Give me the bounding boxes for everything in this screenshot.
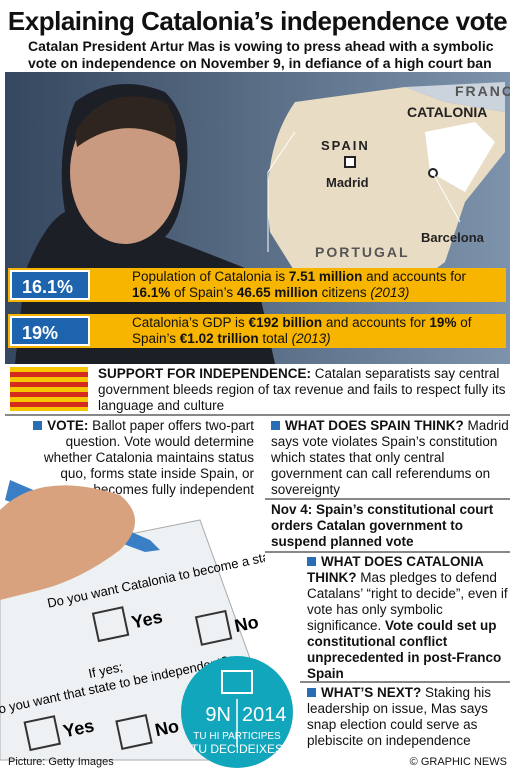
- divider: [265, 551, 510, 553]
- text: citizens: [317, 285, 371, 300]
- logo-year: 2014: [242, 704, 287, 726]
- face: [70, 100, 180, 244]
- copyright: © GRAPHIC NEWS: [409, 756, 507, 768]
- text: 7.51 million: [288, 269, 363, 284]
- france: [405, 82, 505, 112]
- stat-gdp: 19% Catalonia’s GDP is €192 billion and …: [8, 314, 506, 348]
- text: total: [258, 331, 292, 346]
- heading: WHAT’S NEXT?: [321, 685, 422, 700]
- catalonia-region: [425, 122, 495, 192]
- question-2-intro: If yes;: [87, 659, 124, 681]
- text: and accounts for: [362, 269, 466, 284]
- heading: VOTE:: [47, 418, 89, 433]
- divider: [265, 498, 510, 500]
- vote-logo: 9N 2014 TU HI PARTICIPES TU DECIDEIXES: [181, 656, 293, 768]
- option-no: No: [233, 612, 261, 637]
- nov4: Nov 4: Spain’s constitutional court orde…: [271, 502, 494, 549]
- label-barcelona: Barcelona: [421, 230, 485, 245]
- option-no: No: [153, 716, 181, 741]
- heading: SUPPORT FOR INDEPENDENCE:: [98, 366, 312, 381]
- text: 19%: [429, 315, 457, 330]
- hair: [75, 96, 177, 147]
- subtitle: Catalan President Artur Mas is vowing to…: [28, 38, 494, 71]
- label-france: FRANCE: [455, 83, 510, 99]
- leader: [432, 172, 461, 223]
- text: Staking his leadership on issue, Mas say…: [307, 685, 492, 748]
- text: and accounts for: [322, 315, 430, 330]
- catalonia-view: WHAT DOES CATALONIA THINK? Mas pledges t…: [307, 554, 509, 682]
- catalan-flag: [10, 367, 88, 411]
- title: Explaining Catalonia’s independence vote: [7, 6, 508, 36]
- text: (2013): [370, 285, 410, 300]
- spain-view: WHAT DOES SPAIN THINK? Madrid says vote …: [271, 418, 509, 498]
- text: Vote could set up constitutional conflic…: [307, 618, 502, 681]
- map-frame: [267, 131, 296, 252]
- divider: [300, 681, 510, 683]
- text: 16.1%: [132, 285, 171, 300]
- label-catalonia: CATALONIA: [407, 104, 487, 120]
- label-spain: SPAIN: [321, 138, 370, 153]
- checkbox: [23, 715, 62, 752]
- checkbox: [194, 609, 233, 646]
- text: Catalonia’s GDP is: [132, 315, 249, 330]
- text: Madrid says vote violates Spain’s consti…: [271, 418, 509, 497]
- text: of Spain’s: [170, 285, 237, 300]
- hand: [0, 485, 135, 600]
- logo-line1: TU HI PARTICIPES: [193, 731, 281, 742]
- text: €1.02 trillion: [179, 331, 259, 346]
- label-portugal: PORTUGAL: [315, 244, 410, 260]
- vote: VOTE: Ballot paper offers two-part quest…: [22, 418, 254, 498]
- text: Ballot paper offers two-part question. V…: [43, 418, 254, 497]
- text: (2013): [291, 331, 331, 346]
- text: €192 billion: [248, 315, 323, 330]
- header: Explaining Catalonia’s independence vote…: [0, 0, 515, 72]
- label-madrid: Madrid: [326, 175, 369, 190]
- whats-next: WHAT’S NEXT? Staking his leadership on i…: [307, 685, 509, 749]
- text: of Spain’s: [132, 315, 472, 346]
- text: Population of Catalonia is: [132, 269, 289, 284]
- stat-text: Population of Catalonia is 7.51 million …: [132, 269, 502, 301]
- stat-population: 16.1% Population of Catalonia is 7.51 mi…: [8, 268, 506, 302]
- heading: WHAT DOES SPAIN THINK?: [285, 418, 464, 433]
- stat-figure: 19%: [10, 316, 90, 346]
- stat-text: Catalonia’s GDP is €192 billion and acco…: [132, 315, 502, 347]
- stat-figure: 16.1%: [10, 270, 90, 300]
- logo-date: 9N: [205, 704, 231, 726]
- text: Catalan separatists say central governme…: [98, 366, 506, 413]
- heading: WHAT DOES CATALONIA THINK?: [307, 554, 484, 585]
- checkbox: [115, 714, 153, 750]
- madrid-marker: [344, 156, 356, 168]
- text: 46.65 million: [236, 285, 318, 300]
- checkbox: [91, 606, 130, 643]
- divider: [5, 414, 510, 416]
- support: SUPPORT FOR INDEPENDENCE: Catalan separa…: [98, 366, 508, 414]
- logo-line2: TU DECIDEIXES: [191, 742, 283, 756]
- credit: Picture: Getty Images: [8, 756, 114, 768]
- text: Mas pledges to defend Catalans’ “right t…: [307, 570, 508, 633]
